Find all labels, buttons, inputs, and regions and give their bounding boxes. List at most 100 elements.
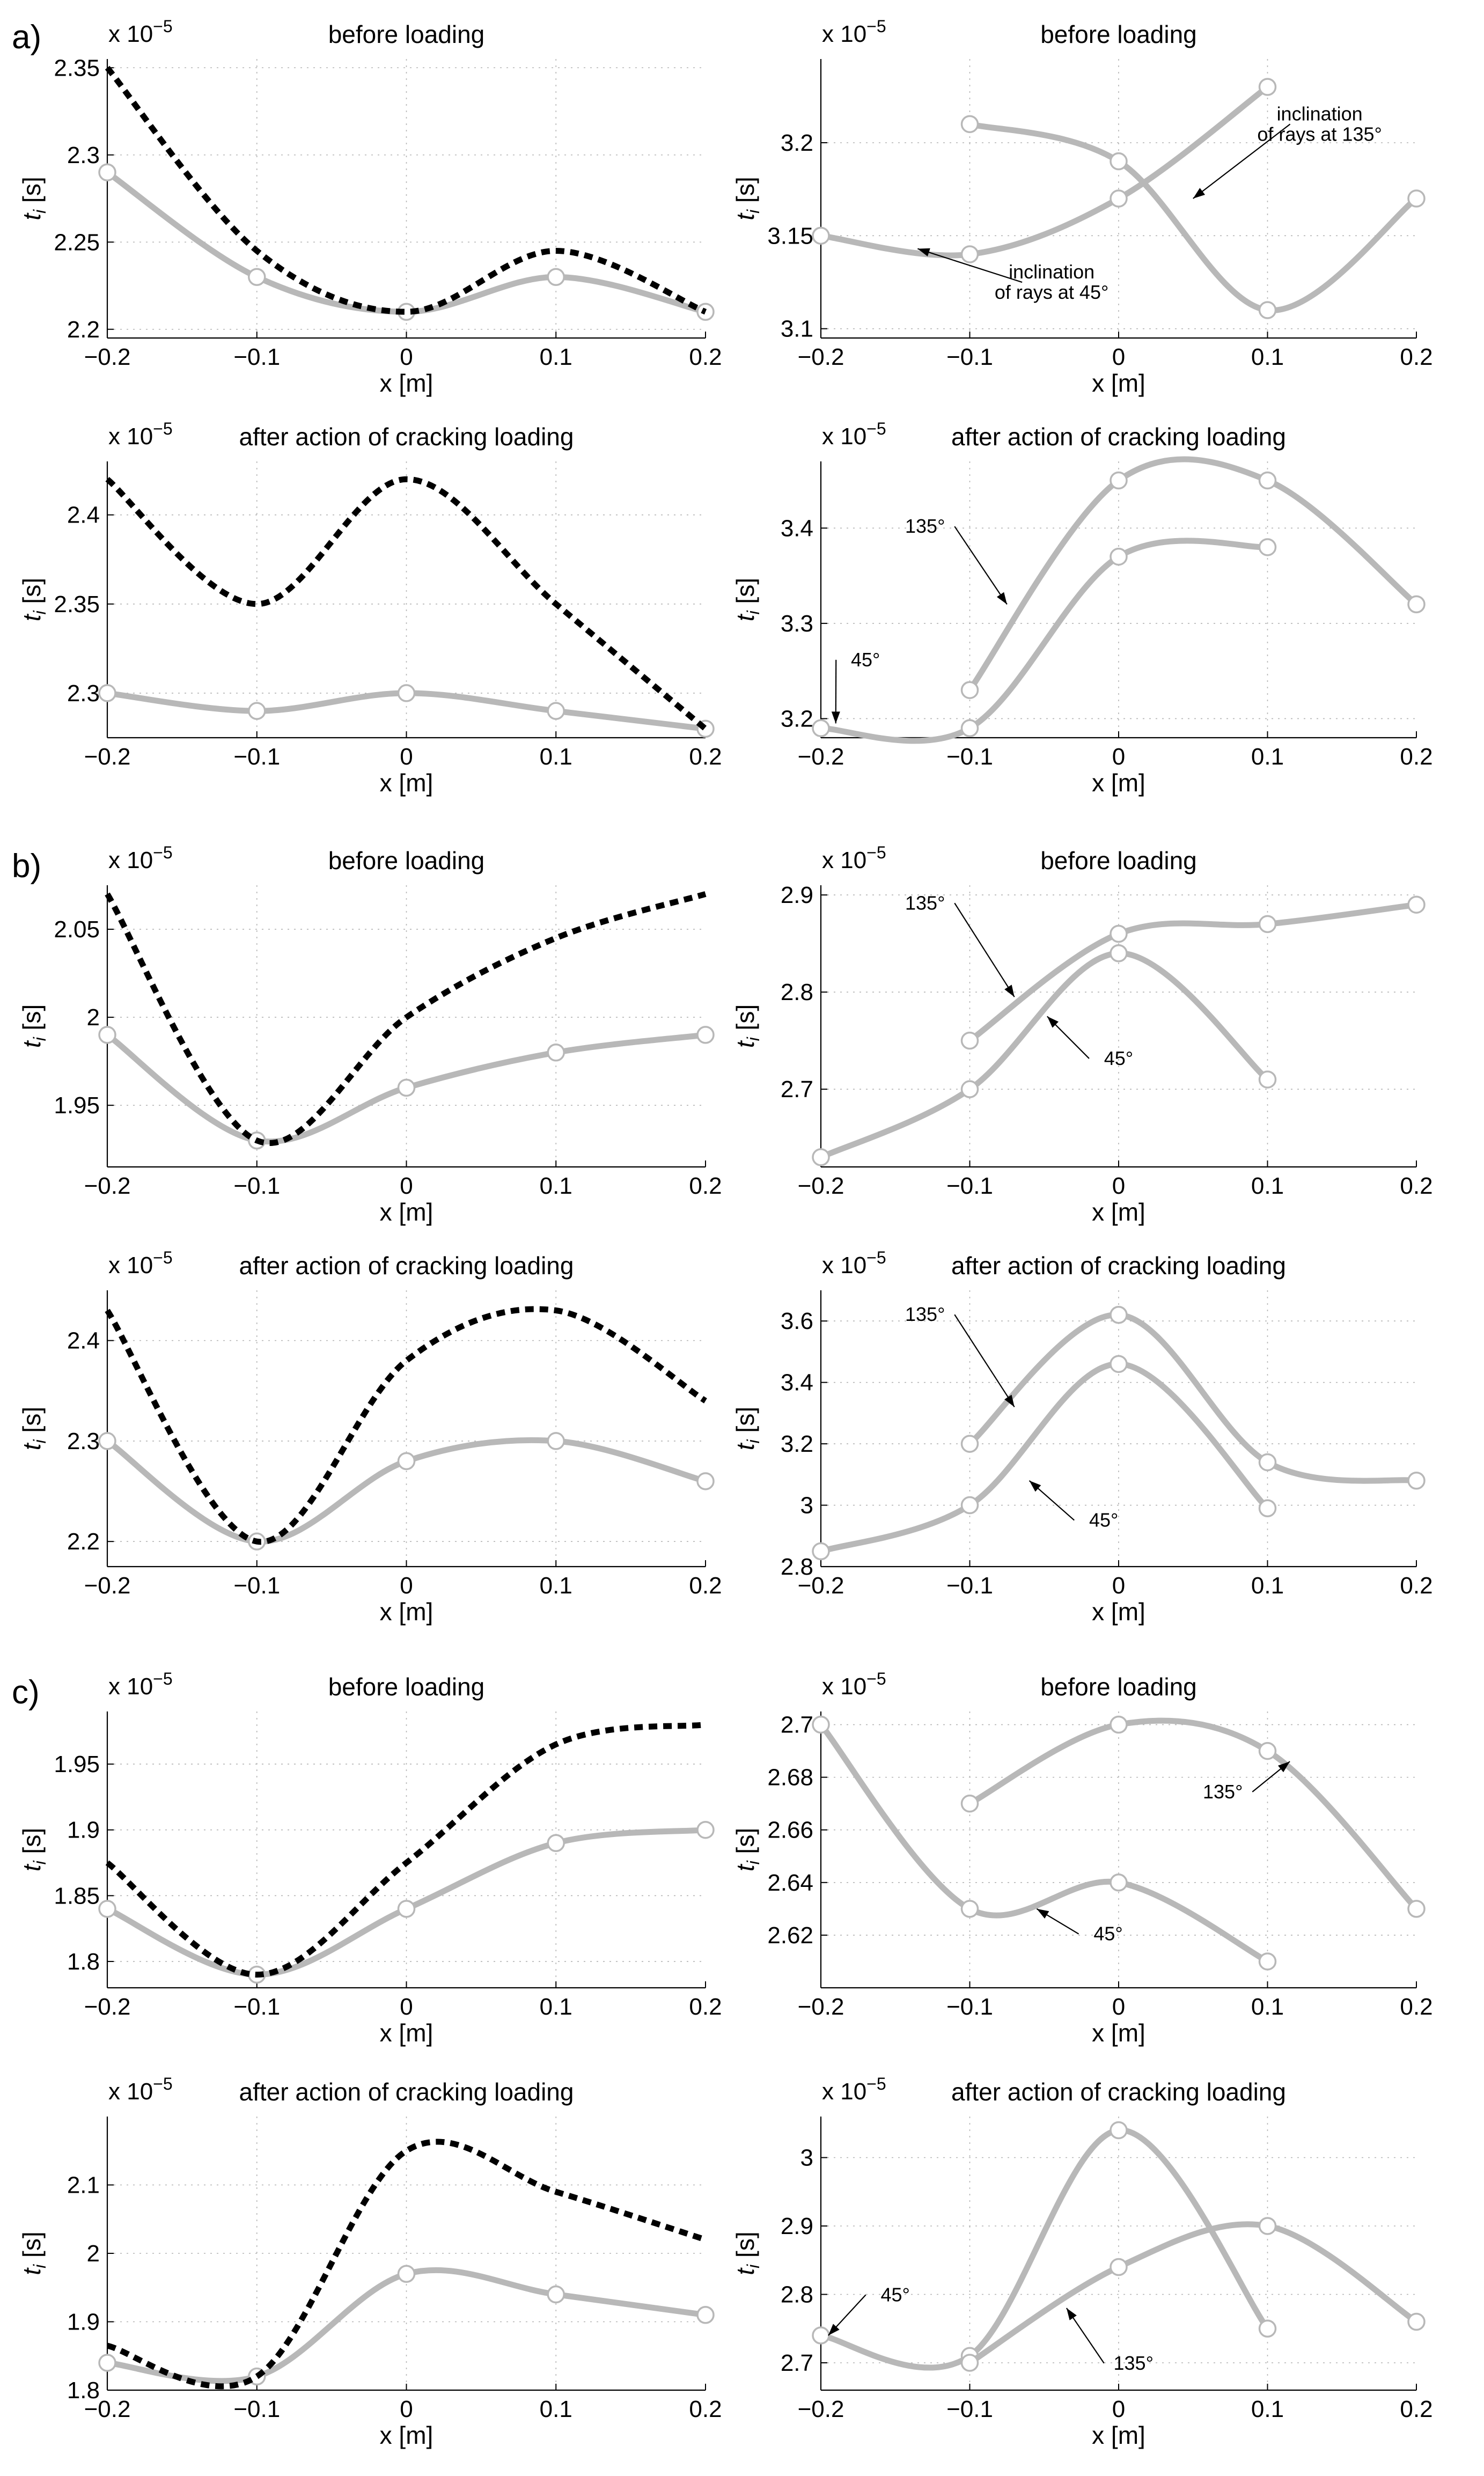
chart-b-left-after-series-0-point-0: [98, 1432, 116, 1450]
chart-b-left-before-ytick-label-0: 1.95: [54, 1092, 100, 1119]
chart-b-left-after-ytick-label-1: 2.3: [67, 1428, 100, 1454]
chart-c-right-before-xtick-label-1: −0.1: [946, 1994, 993, 2020]
chart-a-left-after-ytick-label-2: 2.4: [67, 502, 100, 528]
chart-c-right-before-annotation-0: 135°: [1203, 1781, 1243, 1803]
chart-a-right-after-ylabel: ti [s]: [731, 578, 763, 621]
chart-c-right-after-ytick-label-0: 2.7: [781, 2350, 813, 2376]
chart-a-right-after-title: after action of cracking loading: [951, 423, 1286, 451]
chart-c-right-before-ylabel: ti [s]: [731, 1828, 763, 1871]
chart-a-left-after-exponent: x 10−5: [108, 419, 173, 450]
chart-a-left-before-xtick-label-3: 0.1: [540, 344, 572, 370]
chart-a-right-after-ytick-label-1: 3.3: [781, 611, 813, 637]
chart-b-right-after-ytick-label-4: 3.6: [781, 1308, 813, 1334]
chart-c-right-after-annotation-arrowhead-1: [1066, 2308, 1077, 2320]
chart-c-right-before-series-0-point-3: [1407, 1900, 1426, 1918]
chart-c-right-before: −0.2 −0.1 0 0.1 0.22.622.642.662.682.7x 10−5…: [731, 1669, 1433, 2047]
chart-c-left-before-ytick-label-1: 1.85: [54, 1883, 100, 1909]
chart-b-left-before-xtick-label-2: 0: [400, 1173, 413, 1199]
chart-c-right-before-annotation-arrowhead-1: [1037, 1908, 1049, 1919]
chart-grid: −0.2 −0.1 0 0.1 0.2 2.2 2.25 2.3 2.35 x 10−5 befor…: [18, 17, 1433, 2449]
chart-c-right-after-ytick-label-2: 2.9: [781, 2213, 813, 2239]
chart-a-left-before-xlabel: x [m]: [380, 369, 434, 397]
chart-c-left-after-ytick-label-3: 2.1: [67, 2172, 100, 2199]
chart-b-left-after: −0.2 −0.1 0 0.1 0.22.22.32.4x 10−5 after acti…: [18, 1248, 722, 1626]
chart-c-right-after-series-0-45-line: [818, 2127, 1270, 2371]
chart-c-left-after-title: after action of cracking loading: [239, 2078, 574, 2106]
chart-c-right-after-annotation-arrowhead-0: [828, 2324, 840, 2335]
chart-c-right-after-series-1-point-0: [960, 2354, 979, 2372]
chart-c-right-before-xtick-label-3: 0.1: [1251, 1994, 1284, 2020]
chart-c-right-after-annotation-0: 45°: [881, 2283, 910, 2305]
chart-b-right-before-series-0-point-0: [960, 1031, 979, 1050]
chart-c-right-before-series-1-point-1: [960, 1900, 979, 1918]
chart-b-right-after-ytick-label-1: 3: [800, 1493, 813, 1519]
chart-c-left-before-ytick-label-3: 1.95: [54, 1751, 100, 1777]
chart-c-left-after-ytick-label-1: 1.9: [67, 2309, 100, 2335]
chart-a-left-before-xtick-label-4: 0.2: [689, 344, 722, 370]
chart-a-right-after-ytick-label-0: 3.2: [781, 706, 813, 732]
chart-c-left-before-series-0-point-3: [547, 1834, 565, 1852]
chart-c-right-before-series-1-45-line: [818, 1722, 1270, 1965]
chart-b-right-after-series-0-135-line: [967, 1312, 1420, 1484]
chart-c-left-after-ytick-label-2: 2: [87, 2240, 100, 2267]
chart-c-left-after-series-0-point-4: [696, 2306, 715, 2324]
chart-a-right-before-exponent: x 10−5: [822, 17, 886, 47]
chart-b-right-after-xtick-label-2: 0: [1112, 1573, 1125, 1599]
chart-c-left-after-xtick-label-2: 0: [400, 2396, 413, 2422]
chart-b-right-before-title: before loading: [1040, 847, 1197, 875]
chart-a-right-before-series-1-point-3: [1407, 189, 1426, 208]
chart-a-right-after-xlabel: x [m]: [1092, 769, 1145, 797]
chart-c-left-before-title: before loading: [328, 1673, 485, 1701]
chart-b-left-after-ytick-label-2: 2.4: [67, 1328, 100, 1354]
chart-b-left-before-xlabel: x [m]: [380, 1198, 434, 1226]
chart-c-left-before-ylabel: ti [s]: [18, 1828, 49, 1871]
chart-a-right-after-xtick-label-1: −0.1: [946, 744, 993, 770]
chart-c-right-before-ytick-label-3: 2.68: [767, 1765, 813, 1791]
chart-a-left-after-xtick-label-1: −0.1: [233, 744, 280, 770]
chart-b-left-after-xtick-label-0: −0.2: [84, 1573, 131, 1599]
chart-b-right-before-series-0-point-2: [1258, 915, 1277, 934]
chart-b-right-after-ytick-label-2: 3.2: [781, 1431, 813, 1457]
chart-a-left-after-series-0-point-1: [248, 702, 266, 720]
chart-c-right-after-series-1-point-1: [1110, 2258, 1128, 2276]
chart-b-right-before-xlabel: x [m]: [1092, 1198, 1145, 1226]
chart-a-left-after-xtick-label-3: 0.1: [540, 744, 572, 770]
chart-a-right-before-annotation-arrow-0: [1193, 123, 1291, 199]
chart-a-left-after-xlabel: x [m]: [380, 769, 434, 797]
chart-b-right-after-ylabel: ti [s]: [731, 1407, 763, 1450]
chart-b-right-after-annotation-1: 45°: [1089, 1509, 1118, 1531]
chart-a-right-before-title: before loading: [1040, 20, 1197, 48]
chart-a-right-before-series-1-135-line: [967, 121, 1420, 313]
chart-b-left-before-title: before loading: [328, 847, 485, 875]
chart-b-right-after-series-1-45-line: [818, 1361, 1270, 1554]
chart-a-left-after-series-1-dashed-line: [105, 476, 708, 731]
panel-label-c: c): [12, 1674, 40, 1711]
chart-a-right-after: −0.2 −0.1 0 0.1 0.23.23.33.4x 10−5 after acti…: [731, 419, 1433, 797]
chart-c-right-before-series-0-point-0: [960, 1794, 979, 1813]
chart-b-right-after-series-0-point-1: [1110, 1306, 1128, 1324]
chart-b-right-before-series-1-point-2: [1110, 944, 1128, 963]
chart-c-left-after: −0.2 −0.1 0 0.1 0.21.81.922.1x 10−5 after act…: [18, 2074, 722, 2449]
chart-b-right-before: −0.2 −0.1 0 0.1 0.22.72.82.9x 10−5 before loa…: [731, 843, 1433, 1226]
chart-a-left-after-title: after action of cracking loading: [239, 423, 574, 451]
chart-c-left-after-xtick-label-4: 0.2: [689, 2396, 722, 2422]
chart-a-left-after-series-0-point-3: [547, 702, 565, 720]
chart-c-right-after-ytick-label-3: 3: [800, 2145, 813, 2171]
chart-b-left-after-series-0-point-2: [397, 1452, 416, 1471]
chart-b-left-before-series-1-dashed-line: [105, 891, 707, 1146]
chart-a-right-after-series-0-point-2: [1110, 547, 1128, 566]
chart-c-right-after-exponent: x 10−5: [822, 2074, 886, 2105]
chart-c-left-after-series-0-point-2: [397, 2265, 416, 2283]
chart-a-right-before-annotation-1: inclination of rays at 45°: [995, 261, 1109, 303]
chart-b-left-after-series-1-dashed-line: [105, 1306, 707, 1545]
chart-b-right-after: −0.2 −0.1 0 0.1 0.22.833.23.43.6x 10−5 after …: [731, 1248, 1433, 1626]
chart-b-right-after-ytick-label-0: 2.8: [781, 1554, 813, 1580]
chart-b-left-before-xtick-label-3: 0.1: [540, 1173, 572, 1199]
chart-a-right-before-series-0-point-3: [1258, 78, 1277, 96]
chart-b-left-before-series-0-point-0: [98, 1026, 116, 1044]
chart-a-left-before-ylabel: ti [s]: [18, 177, 49, 220]
chart-a-right-before-xtick-label-0: −0.2: [798, 344, 844, 370]
chart-a-right-after-series-0-point-3: [1258, 538, 1277, 556]
chart-c-right-after-series-0-point-2: [1110, 2121, 1128, 2140]
chart-b-right-before-ytick-label-2: 2.9: [781, 882, 813, 908]
